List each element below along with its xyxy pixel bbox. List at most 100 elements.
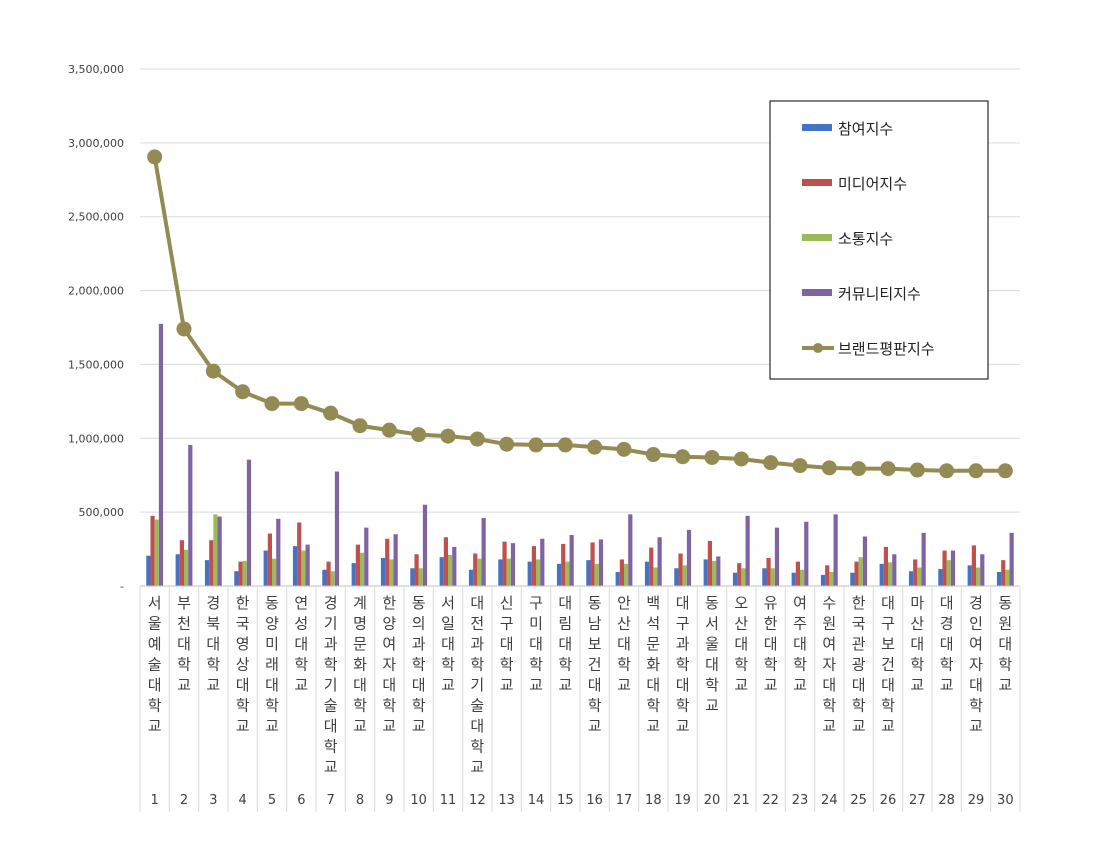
line-point bbox=[411, 427, 427, 443]
rank-label: 17 bbox=[616, 793, 633, 808]
bar-커뮤니티지수 bbox=[569, 535, 574, 586]
bar-미디어지수 bbox=[267, 533, 272, 586]
bar-참여지수 bbox=[263, 550, 268, 586]
bar-소통지수 bbox=[800, 569, 805, 586]
bar-소통지수 bbox=[1005, 569, 1010, 586]
rank-label: 12 bbox=[469, 793, 486, 808]
rank-label: 23 bbox=[792, 793, 809, 808]
y-tick-label: 1,500,000 bbox=[68, 358, 124, 371]
line-point bbox=[675, 449, 691, 465]
line-point bbox=[528, 437, 544, 453]
bar-소통지수 bbox=[506, 558, 511, 586]
rank-label: 20 bbox=[704, 793, 721, 808]
bar-소통지수 bbox=[653, 567, 658, 586]
line-point bbox=[499, 436, 515, 452]
bar-커뮤니티지수 bbox=[158, 323, 164, 586]
bar-커뮤니티지수 bbox=[980, 554, 985, 586]
line-point bbox=[176, 321, 192, 337]
rank-label: 19 bbox=[674, 793, 691, 808]
bar-미디어지수 bbox=[737, 563, 742, 586]
bar-참여지수 bbox=[556, 563, 562, 586]
bar-참여지수 bbox=[527, 561, 532, 586]
bar-커뮤니티지수 bbox=[628, 514, 633, 586]
bar-커뮤니티지수 bbox=[364, 527, 369, 586]
bar-커뮤니티지수 bbox=[862, 536, 868, 586]
y-tick-label: 1,000,000 bbox=[68, 432, 124, 445]
bar-미디어지수 bbox=[297, 522, 302, 586]
bar-커뮤니티지수 bbox=[686, 529, 692, 586]
rank-label: 28 bbox=[938, 793, 955, 808]
bar-미디어지수 bbox=[766, 557, 771, 586]
bar-참여지수 bbox=[439, 557, 444, 586]
bar-커뮤니티지수 bbox=[833, 514, 838, 586]
bar-미디어지수 bbox=[326, 561, 331, 586]
line-point bbox=[909, 462, 925, 478]
bar-참여지수 bbox=[967, 565, 972, 586]
bar-참여지수 bbox=[175, 554, 180, 586]
rank-label: 16 bbox=[586, 793, 603, 808]
bar-커뮤니티지수 bbox=[510, 543, 516, 586]
bar-소통지수 bbox=[976, 567, 981, 586]
bar-커뮤니티지수 bbox=[804, 521, 809, 586]
bar-커뮤니티지수 bbox=[892, 554, 897, 586]
bar-참여지수 bbox=[791, 572, 796, 586]
bar-소통지수 bbox=[242, 560, 247, 586]
bar-참여지수 bbox=[615, 571, 620, 586]
bar-미디어지수 bbox=[971, 545, 976, 586]
bar-참여지수 bbox=[498, 559, 503, 586]
bar-미디어지수 bbox=[883, 546, 888, 586]
bar-미디어지수 bbox=[150, 515, 155, 586]
legend-swatch bbox=[802, 179, 832, 186]
bar-소통지수 bbox=[682, 565, 687, 586]
bar-참여지수 bbox=[732, 572, 738, 586]
bar-미디어지수 bbox=[707, 540, 712, 586]
bar-참여지수 bbox=[292, 546, 298, 586]
bar-소통지수 bbox=[448, 554, 453, 586]
line-point bbox=[469, 431, 485, 447]
y-tick-label: 2,500,000 bbox=[68, 211, 124, 224]
line-point bbox=[645, 447, 661, 463]
bar-소통지수 bbox=[917, 567, 922, 586]
bar-미디어지수 bbox=[854, 561, 859, 586]
line-point bbox=[147, 149, 163, 165]
line-point bbox=[763, 455, 779, 471]
line-point bbox=[880, 461, 896, 477]
rank-label: 8 bbox=[356, 793, 364, 808]
rank-label: 6 bbox=[297, 793, 305, 808]
bar-참여지수 bbox=[380, 557, 386, 586]
bar-소통지수 bbox=[624, 563, 629, 586]
bar-커뮤니티지수 bbox=[246, 459, 252, 586]
bar-커뮤니티지수 bbox=[422, 504, 428, 586]
bar-참여지수 bbox=[204, 560, 210, 586]
bar-커뮤니티지수 bbox=[1009, 532, 1014, 586]
bar-커뮤니티지수 bbox=[598, 539, 604, 586]
legend-label: 참여지수 bbox=[838, 120, 893, 138]
line-point bbox=[587, 439, 603, 455]
bar-참여지수 bbox=[850, 572, 855, 586]
bar-소통지수 bbox=[272, 558, 277, 586]
bar-커뮤니티지수 bbox=[481, 518, 486, 586]
bar-소통지수 bbox=[154, 519, 159, 586]
bar-소통지수 bbox=[829, 571, 834, 586]
bar-소통지수 bbox=[184, 549, 189, 586]
rank-label: 2 bbox=[180, 793, 188, 808]
rank-label: 25 bbox=[850, 793, 867, 808]
legend-swatch-marker bbox=[813, 343, 823, 353]
legend-label: 커뮤니티지수 bbox=[838, 285, 921, 303]
line-point bbox=[440, 428, 456, 444]
bar-미디어지수 bbox=[179, 540, 184, 586]
rank-label: 4 bbox=[239, 793, 247, 808]
bar-미디어지수 bbox=[825, 565, 830, 586]
